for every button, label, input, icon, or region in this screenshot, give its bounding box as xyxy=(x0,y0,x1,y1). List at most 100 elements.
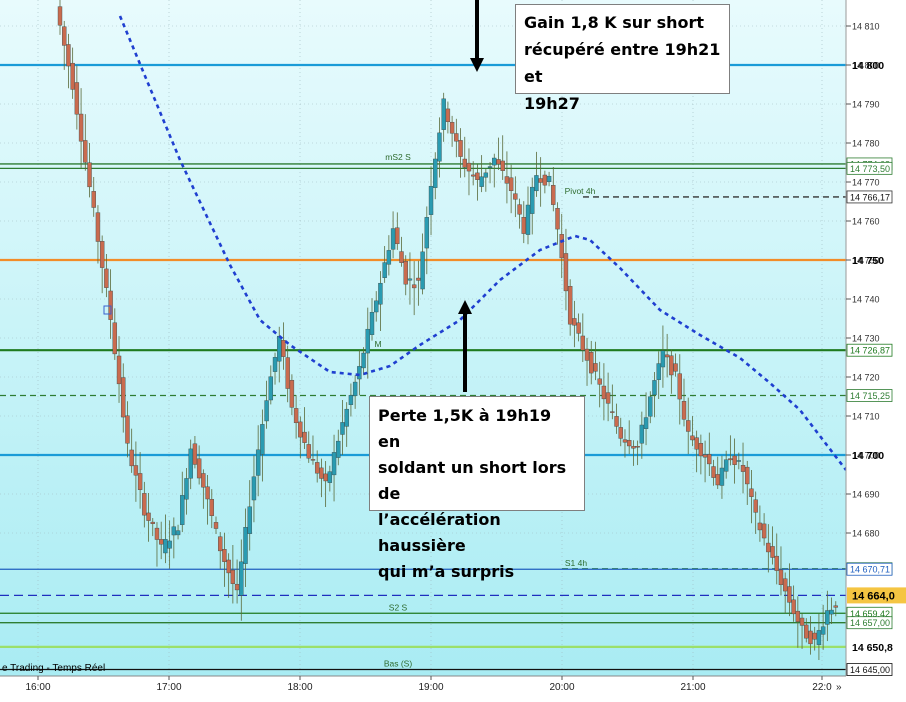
candle-body xyxy=(264,400,269,422)
candle-body xyxy=(466,162,472,172)
level-tag xyxy=(846,616,893,630)
y-tick-label: 14 770 xyxy=(852,178,880,188)
candle-body xyxy=(91,191,96,208)
candle-body xyxy=(420,251,425,290)
candle-body xyxy=(226,559,231,574)
scroll-more-icon: » xyxy=(836,682,842,693)
candle-body xyxy=(517,204,522,215)
candle-body xyxy=(437,132,442,162)
candle-body xyxy=(336,440,341,458)
loss-line-1: Perte 1,5K à 19h19 en xyxy=(378,406,552,451)
candle-body xyxy=(298,421,303,438)
candle-body xyxy=(804,624,809,639)
candle-body xyxy=(635,446,640,448)
candle-body xyxy=(78,113,84,142)
x-tick-label: 20:00 xyxy=(549,682,574,693)
candle-body xyxy=(125,415,130,444)
candle-body xyxy=(593,363,598,372)
candle-body xyxy=(589,352,594,374)
candle-body xyxy=(62,26,67,46)
level-tag xyxy=(846,343,893,357)
level-label: S2 S xyxy=(389,602,408,612)
candle-body xyxy=(70,62,75,90)
candle-body xyxy=(302,431,307,443)
candle-body xyxy=(407,278,413,281)
candle-body xyxy=(626,440,632,447)
candle-body xyxy=(205,486,210,500)
candle-body xyxy=(559,234,564,259)
candle-body xyxy=(749,488,754,497)
candle-body xyxy=(133,465,139,476)
candle-body xyxy=(677,373,682,400)
y-tick-label: 14 730 xyxy=(852,334,880,344)
loss-line-2: soldant un short lors de xyxy=(378,458,567,503)
candle-body xyxy=(761,523,767,539)
candle-body xyxy=(74,82,80,115)
candle-body xyxy=(791,599,796,615)
candle-body xyxy=(694,437,699,450)
y-tick-label: 14 760 xyxy=(852,217,880,227)
candle-body xyxy=(129,449,134,467)
gain-arrow-head xyxy=(470,58,484,72)
level-value-label: 14 750 xyxy=(852,255,884,267)
candle-body xyxy=(192,443,198,465)
candle-body xyxy=(757,522,763,531)
y-tick-label: 14 680 xyxy=(852,529,880,539)
candle-body xyxy=(707,454,712,465)
candle-body xyxy=(563,253,569,292)
price-axis: 14 810 14 800 14 790 14 780 14 770 14 760 14 7… xyxy=(845,0,906,702)
candle-body xyxy=(475,172,480,180)
candle-body xyxy=(314,462,320,474)
candle-body xyxy=(260,424,265,455)
candle-body xyxy=(390,228,396,250)
time-axis: 16:00 17:00 18:00 19:00 20:00 21:00 22:0 » xyxy=(0,675,846,702)
candle-body xyxy=(551,184,556,205)
candle-body xyxy=(361,352,366,369)
grid xyxy=(0,0,846,676)
candle-body xyxy=(496,159,501,165)
candle-body xyxy=(146,512,151,521)
y-tick-label: 14 690 xyxy=(852,490,880,500)
candle-body xyxy=(673,363,678,372)
x-tick-label: 17:00 xyxy=(156,682,181,693)
current-price-tag xyxy=(847,587,906,604)
candle-body xyxy=(681,401,687,420)
candle-body xyxy=(428,185,434,215)
candle-body xyxy=(521,217,526,234)
candle-body xyxy=(770,546,775,558)
candle-body xyxy=(158,539,164,545)
candle-body xyxy=(369,312,375,335)
candle-body xyxy=(142,493,147,516)
candle-body xyxy=(180,495,185,525)
candle-body xyxy=(483,172,489,178)
candle-body xyxy=(631,446,636,449)
candle-body xyxy=(416,277,421,281)
candle-body xyxy=(513,193,518,200)
candle-body xyxy=(614,416,619,427)
candle-body xyxy=(719,467,725,486)
candle-body xyxy=(829,609,834,615)
candle-body xyxy=(740,465,746,472)
candle-body xyxy=(833,605,838,608)
candle-body xyxy=(454,133,459,142)
candle-body xyxy=(310,459,316,461)
candle-body xyxy=(812,632,817,640)
candle-body xyxy=(618,427,623,439)
candle-body xyxy=(546,175,552,183)
gain-line-2: récupéré entre 19h21 et xyxy=(524,40,721,86)
level-label: Pivot 4h xyxy=(565,186,596,196)
candle-body xyxy=(728,458,733,461)
candle-body xyxy=(218,536,223,552)
y-tick-label: 14 780 xyxy=(852,139,880,149)
candle-body xyxy=(66,44,71,67)
candle-body xyxy=(348,395,354,405)
candle-body xyxy=(116,355,122,385)
candle-body xyxy=(567,286,573,325)
candle-body xyxy=(230,569,236,584)
candle-body xyxy=(374,300,379,313)
candle-body xyxy=(492,157,497,166)
candle-body xyxy=(251,476,257,501)
level-value-label: 14 664,0 xyxy=(852,590,895,602)
candle-body xyxy=(462,158,467,168)
